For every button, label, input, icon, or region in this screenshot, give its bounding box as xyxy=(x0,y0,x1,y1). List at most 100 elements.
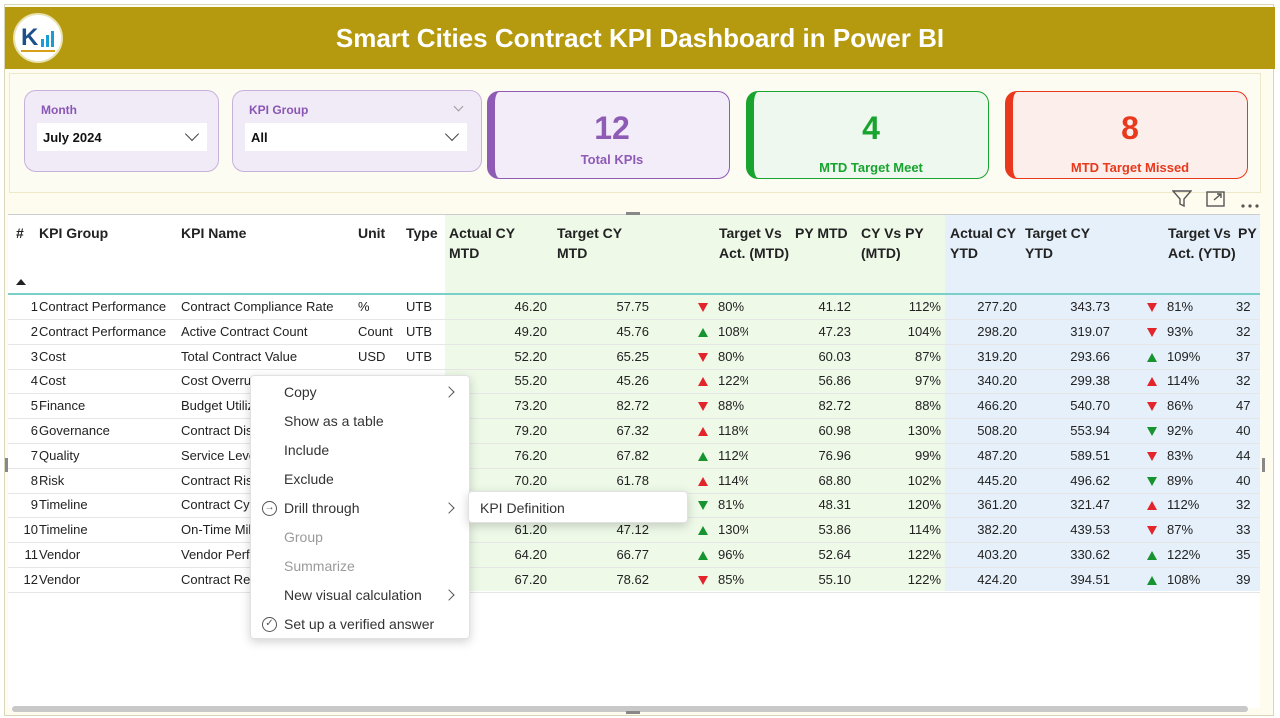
col-header-type[interactable]: Type xyxy=(406,225,438,241)
resize-handle-top[interactable] xyxy=(626,212,640,215)
cell-target-cy-mtd[interactable]: 65.25 xyxy=(616,348,649,364)
kpi-definition-menu-item[interactable]: KPI Definition xyxy=(480,500,565,516)
cell-num[interactable]: 7 xyxy=(30,447,38,463)
cell-py-ytd[interactable]: 32 xyxy=(1236,373,1251,389)
cell-target-cy-mtd[interactable]: 57.75 xyxy=(616,299,649,314)
cell-kpi-group[interactable]: Finance xyxy=(39,398,86,414)
cell-target-cy-ytd[interactable]: 439.53 xyxy=(1070,522,1110,538)
cell-target-vs-act-ytd[interactable]: 87% xyxy=(1147,518,1207,542)
cell-target-cy-ytd[interactable]: 330.62 xyxy=(1070,547,1110,562)
cell-py-mtd[interactable]: 76.96 xyxy=(818,447,851,463)
menu-item-new-visual-calculation[interactable]: New visual calculation xyxy=(251,581,471,610)
cell-actual-cy-ytd[interactable]: 403.20 xyxy=(977,547,1017,562)
cell-target-vs-act-ytd[interactable]: 81% xyxy=(1147,295,1207,319)
cell-type[interactable]: UTB xyxy=(406,323,432,339)
menu-item-exclude[interactable]: Exclude xyxy=(251,465,471,494)
cell-target-vs-act-mtd[interactable]: 96% xyxy=(698,543,748,567)
cell-target-vs-act-mtd[interactable]: 118% xyxy=(698,419,748,443)
cell-actual-cy-mtd[interactable]: 67.20 xyxy=(514,571,547,587)
cell-target-vs-act-mtd[interactable]: 122% xyxy=(698,369,748,393)
col-header-target-cy-mtd[interactable]: Target CY MTD xyxy=(557,225,622,261)
cell-py-mtd[interactable]: 52.64 xyxy=(818,547,851,562)
col-header-py-ytd[interactable]: PY xyxy=(1238,225,1257,241)
cell-py-ytd[interactable]: 40 xyxy=(1236,423,1251,438)
cell-actual-cy-ytd[interactable]: 319.20 xyxy=(977,348,1017,364)
cell-kpi-group[interactable]: Quality xyxy=(39,447,80,463)
cell-cy-vs-py-mtd[interactable]: 87% xyxy=(914,348,941,364)
cell-target-cy-mtd[interactable]: 61.78 xyxy=(616,472,649,488)
cell-cy-vs-py-mtd[interactable]: 130% xyxy=(907,423,941,438)
cell-type[interactable]: UTB xyxy=(406,299,432,314)
menu-item-drill-through[interactable]: → Drill through xyxy=(251,494,471,523)
cell-unit[interactable]: % xyxy=(358,299,370,314)
cell-actual-cy-ytd[interactable]: 487.20 xyxy=(977,447,1017,463)
cell-py-ytd[interactable]: 39 xyxy=(1236,571,1251,587)
cell-target-vs-act-mtd[interactable]: 80% xyxy=(698,345,748,369)
cell-kpi-name[interactable]: Service Level xyxy=(181,447,260,463)
cell-py-ytd[interactable]: 44 xyxy=(1236,447,1251,463)
cell-kpi-group[interactable]: Vendor xyxy=(39,547,81,562)
cell-kpi-group[interactable]: Contract Performance xyxy=(39,323,167,339)
cell-py-mtd[interactable]: 48.31 xyxy=(818,497,851,513)
kpi-group-dropdown[interactable]: All xyxy=(245,123,467,151)
cell-target-vs-act-mtd[interactable]: 81% xyxy=(698,493,748,517)
cell-target-cy-ytd[interactable]: 343.73 xyxy=(1070,299,1110,314)
cell-kpi-group[interactable]: Risk xyxy=(39,472,65,488)
cell-actual-cy-mtd[interactable]: 49.20 xyxy=(514,323,547,339)
cell-target-vs-act-mtd[interactable]: 130% xyxy=(698,518,748,542)
horizontal-scrollbar[interactable] xyxy=(12,706,1248,712)
cell-target-vs-act-ytd[interactable]: 112% xyxy=(1147,493,1207,517)
cell-target-vs-act-ytd[interactable]: 109% xyxy=(1147,345,1207,369)
col-header-cy-vs-py-mtd[interactable]: CY Vs PY (MTD) xyxy=(861,225,924,261)
cell-target-cy-mtd[interactable]: 78.62 xyxy=(616,571,649,587)
col-header-target-cy-ytd[interactable]: Target CY YTD xyxy=(1025,225,1090,261)
col-header-kpi-group[interactable]: KPI Group xyxy=(39,225,109,241)
cell-actual-cy-ytd[interactable]: 277.20 xyxy=(977,299,1017,314)
cell-cy-vs-py-mtd[interactable]: 88% xyxy=(914,398,941,414)
cell-target-vs-act-ytd[interactable]: 108% xyxy=(1147,568,1207,592)
cell-actual-cy-mtd[interactable]: 61.20 xyxy=(514,522,547,538)
col-header-target-vs-act-mtd[interactable]: Target Vs Act. (MTD) xyxy=(719,225,789,261)
cell-py-ytd[interactable]: 35 xyxy=(1236,547,1251,562)
cell-target-vs-act-mtd[interactable]: 108% xyxy=(698,320,748,344)
cell-target-cy-mtd[interactable]: 45.26 xyxy=(616,373,649,389)
cell-num[interactable]: 11 xyxy=(24,547,39,562)
cell-actual-cy-ytd[interactable]: 445.20 xyxy=(977,472,1017,488)
cell-actual-cy-ytd[interactable]: 361.20 xyxy=(977,497,1017,513)
cell-py-mtd[interactable]: 68.80 xyxy=(818,472,851,488)
cell-num[interactable]: 9 xyxy=(30,497,38,513)
cell-py-mtd[interactable]: 82.72 xyxy=(818,398,851,414)
cell-py-mtd[interactable]: 47.23 xyxy=(818,323,851,339)
cell-py-ytd[interactable]: 47 xyxy=(1236,398,1251,414)
cell-num[interactable]: 10 xyxy=(23,522,38,538)
cell-target-cy-ytd[interactable]: 394.51 xyxy=(1070,571,1110,587)
cell-target-cy-ytd[interactable]: 321.47 xyxy=(1070,497,1110,513)
cell-target-vs-act-ytd[interactable]: 122% xyxy=(1147,543,1207,567)
col-header-kpi-name[interactable]: KPI Name xyxy=(181,225,247,241)
cell-cy-vs-py-mtd[interactable]: 112% xyxy=(908,299,941,314)
cell-kpi-group[interactable]: Cost xyxy=(39,373,66,389)
cell-target-cy-ytd[interactable]: 299.38 xyxy=(1070,373,1110,389)
cell-target-vs-act-mtd[interactable]: 80% xyxy=(698,295,748,319)
cell-cy-vs-py-mtd[interactable]: 99% xyxy=(914,447,941,463)
cell-kpi-name[interactable]: Active Contract Count xyxy=(181,323,308,339)
cell-unit[interactable]: Count xyxy=(358,323,393,339)
cell-num[interactable]: 2 xyxy=(30,323,38,339)
cell-actual-cy-mtd[interactable]: 52.20 xyxy=(514,348,547,364)
cell-py-mtd[interactable]: 60.03 xyxy=(818,348,851,364)
cell-kpi-group[interactable]: Contract Performance xyxy=(39,299,167,314)
cell-kpi-group[interactable]: Governance xyxy=(39,423,110,438)
cell-actual-cy-ytd[interactable]: 466.20 xyxy=(977,398,1017,414)
cell-target-cy-ytd[interactable]: 589.51 xyxy=(1070,447,1110,463)
cell-target-vs-act-mtd[interactable]: 85% xyxy=(698,568,748,592)
cell-target-vs-act-ytd[interactable]: 92% xyxy=(1147,419,1207,443)
cell-target-vs-act-mtd[interactable]: 112% xyxy=(698,444,748,468)
col-header-actual-cy-ytd[interactable]: Actual CY YTD xyxy=(950,225,1016,261)
cell-target-cy-mtd[interactable]: 67.82 xyxy=(616,447,649,463)
cell-target-vs-act-mtd[interactable]: 88% xyxy=(698,394,748,418)
cell-num[interactable]: 8 xyxy=(30,472,38,488)
menu-item-copy[interactable]: Copy xyxy=(251,378,471,407)
cell-target-vs-act-ytd[interactable]: 89% xyxy=(1147,469,1207,493)
cell-target-cy-ytd[interactable]: 540.70 xyxy=(1070,398,1110,414)
cell-target-cy-ytd[interactable]: 553.94 xyxy=(1070,423,1110,438)
